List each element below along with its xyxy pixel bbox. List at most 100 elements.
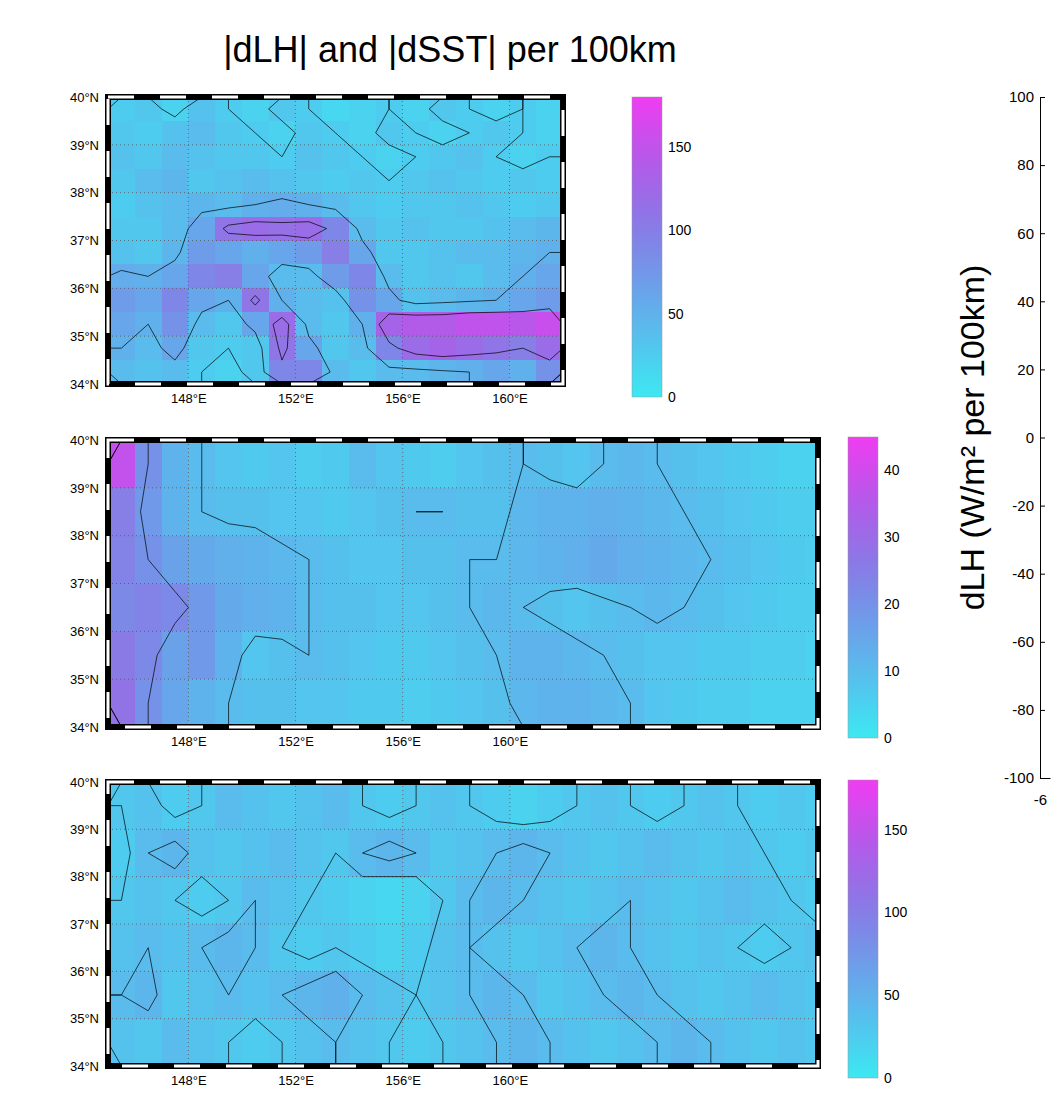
heat-cell (724, 1019, 751, 1066)
tick: 35°N (70, 1011, 108, 1026)
heat-cell (188, 679, 215, 727)
tick-label: -20 (1012, 497, 1034, 514)
heat-cell (242, 829, 269, 876)
heat-cell (483, 924, 510, 971)
heat-cell (188, 217, 215, 241)
heat-cell (162, 288, 189, 312)
colorbar-tick-label: 100 (668, 222, 692, 238)
heat-cell (590, 679, 617, 727)
heat-cell (563, 584, 590, 632)
tick-mark (1040, 574, 1045, 575)
heat-cell (751, 488, 778, 536)
heat-cell (778, 440, 805, 488)
heat-cell (751, 536, 778, 584)
heat-cell (188, 829, 215, 876)
heat-cell (590, 829, 617, 876)
heat-cell (188, 877, 215, 924)
heat-cell (509, 360, 536, 384)
heat-cell (322, 336, 349, 360)
heat-cell (376, 536, 403, 584)
heat-cell (162, 536, 189, 584)
heat-cell (269, 193, 296, 217)
tick-mark (1040, 773, 1041, 778)
colorbar-tick-label: 20 (884, 596, 900, 612)
tick: 148°E (171, 1066, 207, 1088)
heat-cell (509, 145, 536, 169)
tick: 148°E (171, 384, 207, 406)
tick: 60 (1017, 225, 1045, 242)
tick: 156°E (385, 384, 421, 406)
tick-label: 148°E (171, 391, 207, 406)
grid-line (295, 97, 296, 384)
heat-cell (644, 584, 671, 632)
heat-cell (349, 584, 376, 632)
heat-cell (563, 536, 590, 584)
heat-cell (188, 631, 215, 679)
colorbar-tick-label: 0 (884, 730, 892, 746)
heat-cell (188, 264, 215, 288)
colorbar-tick-label: 0 (884, 1070, 892, 1086)
heat-cell (429, 169, 456, 193)
heat-cell (215, 631, 242, 679)
tick-label: 35°N (70, 329, 99, 344)
heat-cell (671, 829, 698, 876)
tick: 152°E (278, 727, 314, 749)
heat-cell (429, 241, 456, 265)
heat-cell (537, 971, 564, 1018)
heat-cell (349, 121, 376, 145)
heat-cell (483, 217, 510, 241)
heat-cell (590, 782, 617, 829)
tick-label: 37°N (70, 576, 99, 591)
grid-line (108, 336, 563, 337)
heat-cell (456, 145, 483, 169)
grid-line (108, 487, 818, 488)
map-plot (108, 97, 563, 384)
heat-cell (456, 193, 483, 217)
heat-cell (188, 169, 215, 193)
tick-mark (1040, 97, 1045, 98)
heat-cell (644, 536, 671, 584)
tick-label: 39°N (70, 137, 99, 152)
tick: 34°N (70, 1059, 108, 1074)
heat-cell (671, 1019, 698, 1066)
heat-cell (188, 97, 215, 121)
heat-cell (108, 631, 135, 679)
heat-cell (483, 971, 510, 1018)
tick: 37°N (70, 233, 108, 248)
heat-cell (403, 1019, 430, 1066)
heat-cell (403, 584, 430, 632)
tick-label: 40°N (70, 775, 99, 790)
tick-mark (1040, 506, 1045, 507)
tick: 160°E (493, 727, 529, 749)
heat-cell (671, 631, 698, 679)
heat-cell (349, 877, 376, 924)
heat-cell (162, 145, 189, 169)
heat-cell (322, 97, 349, 121)
heat-cell (724, 536, 751, 584)
heat-cell (215, 241, 242, 265)
heat-cell (108, 488, 135, 536)
heat-cell (510, 679, 537, 727)
heat-cell (751, 631, 778, 679)
heat-cell (349, 193, 376, 217)
heat-cell (751, 440, 778, 488)
tick-mark (1040, 710, 1045, 711)
map-frame-dash (108, 782, 818, 1066)
tick: 39°N (70, 822, 108, 837)
heat-cell (349, 217, 376, 241)
heat-cell (671, 536, 698, 584)
heat-cell (617, 1019, 644, 1066)
heat-cell (778, 584, 805, 632)
heat-cell (617, 488, 644, 536)
heat-cell (322, 440, 349, 488)
heat-cell (296, 924, 323, 971)
heat-cell (751, 1019, 778, 1066)
heat-cell (510, 1019, 537, 1066)
heat-cell (135, 169, 162, 193)
heat-cell (536, 360, 563, 384)
heat-cell (108, 169, 135, 193)
grid-line (402, 782, 403, 1066)
heat-cell (295, 169, 322, 193)
heat-cell (536, 264, 563, 288)
tick-mark (1040, 438, 1045, 439)
